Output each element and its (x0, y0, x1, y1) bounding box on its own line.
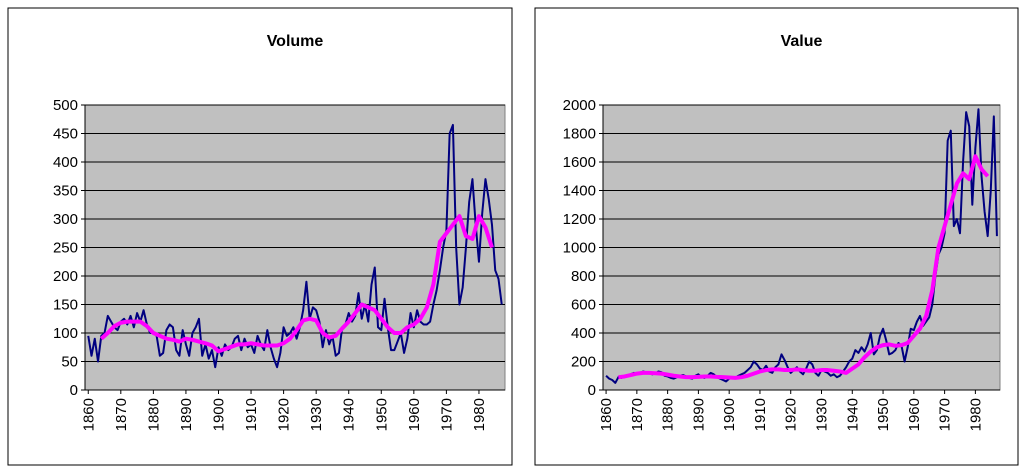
x-tick-label: 1900 (210, 398, 227, 431)
y-tick-label: 50 (61, 354, 78, 371)
x-tick-label: 1950 (373, 398, 390, 431)
x-tick-label: 1890 (690, 398, 707, 431)
y-tick-label: 450 (53, 126, 78, 143)
x-tick-label: 1870 (113, 398, 130, 431)
y-tick-label: 100 (53, 325, 78, 342)
x-tick-label: 1930 (814, 398, 831, 431)
y-tick-label: 1000 (563, 240, 596, 257)
x-tick-label: 1980 (471, 398, 488, 431)
y-tick-label: 500 (53, 97, 78, 114)
x-tick-label: 1880 (145, 398, 162, 431)
x-tick-label: 1920 (783, 398, 800, 431)
x-tick-label: 1880 (660, 398, 677, 431)
data-line (99, 214, 494, 354)
y-tick-label: 150 (53, 297, 78, 314)
chart: Volume 0 50 100 150 200 250 300 350 400 450 500 1860… (7, 7, 513, 466)
x-tick-label: 1860 (598, 398, 615, 431)
x-tick-label: 1970 (937, 398, 954, 431)
x-tick-label: 1950 (875, 398, 892, 431)
x-tick-label: 1890 (178, 398, 195, 431)
x-tick-label: 1910 (243, 398, 260, 431)
x-tick-label: 1930 (308, 398, 325, 431)
x-tick-label: 1900 (721, 398, 738, 431)
y-tick-label: 200 (53, 268, 78, 285)
data-line (618, 154, 990, 380)
y-tick-label: 350 (53, 183, 78, 200)
y-tick-label: 250 (53, 240, 78, 257)
data-line (605, 108, 998, 384)
x-tick-label: 1970 (438, 398, 455, 431)
y-tick-label: 400 (571, 325, 596, 342)
x-tick-label: 1920 (276, 398, 293, 431)
y-tick-label: 1200 (563, 211, 596, 228)
y-tick-label: 800 (571, 268, 596, 285)
y-tick-label: 400 (53, 154, 78, 171)
y-tick-label: 0 (70, 382, 78, 399)
y-tick-label: 600 (571, 297, 596, 314)
x-tick-label: 1910 (752, 398, 769, 431)
y-tick-label: 200 (571, 354, 596, 371)
y-tick-label: 300 (53, 211, 78, 228)
y-tick-label: 1800 (563, 126, 596, 143)
y-tick-label: 2000 (563, 97, 596, 114)
chart-title: Volume (267, 33, 324, 50)
y-tick-label: 1600 (563, 154, 596, 171)
x-tick-label: 1860 (80, 398, 97, 431)
x-tick-label: 1870 (629, 398, 646, 431)
y-tick-label: 1400 (563, 183, 596, 200)
chart-title: Value (781, 33, 823, 50)
x-tick-label: 1940 (844, 398, 861, 431)
x-tick-label: 1960 (406, 398, 423, 431)
x-tick-label: 1960 (906, 398, 923, 431)
y-tick-label: 0 (588, 382, 596, 399)
x-tick-label: 1940 (341, 398, 358, 431)
chart: Value 0 200 400 600 800 1000 1200 1400 1600 1800 20… (534, 7, 1019, 466)
x-tick-label: 1980 (967, 398, 984, 431)
